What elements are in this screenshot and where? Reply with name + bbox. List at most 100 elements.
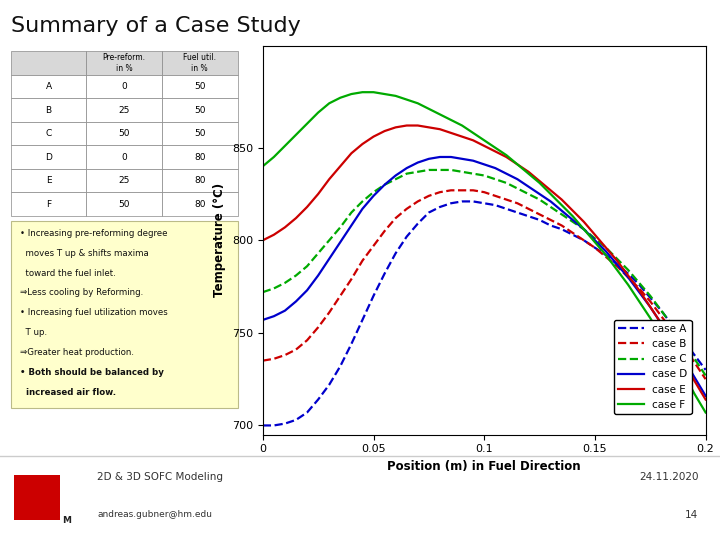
case E xyxy=(646,303,654,310)
case F xyxy=(281,143,289,149)
case B xyxy=(657,313,665,320)
case E xyxy=(569,207,577,214)
Text: T up.: T up. xyxy=(20,328,47,337)
case A xyxy=(535,217,544,223)
case C xyxy=(679,339,688,346)
case B xyxy=(369,242,378,249)
case C xyxy=(513,185,522,192)
Text: toward the fuel inlet.: toward the fuel inlet. xyxy=(20,268,116,278)
case F xyxy=(425,106,433,112)
case A xyxy=(613,261,621,268)
case B xyxy=(336,293,345,299)
case F xyxy=(325,100,333,106)
case E xyxy=(679,357,688,364)
Text: Summary of a Case Study: Summary of a Case Study xyxy=(11,16,300,36)
case D xyxy=(546,198,555,205)
case B xyxy=(281,352,289,359)
case C xyxy=(336,224,345,231)
case C xyxy=(425,167,433,173)
case F xyxy=(535,180,544,186)
case E xyxy=(325,176,333,183)
case B xyxy=(303,337,312,343)
case A xyxy=(469,198,477,205)
case A xyxy=(446,200,455,206)
case F xyxy=(524,171,533,177)
case E xyxy=(413,122,422,129)
case D xyxy=(336,239,345,245)
case B xyxy=(402,206,411,212)
case D xyxy=(425,156,433,162)
case B xyxy=(446,187,455,193)
case D xyxy=(480,161,489,167)
case F xyxy=(392,93,400,99)
case B xyxy=(292,346,300,353)
case D xyxy=(602,248,611,255)
case A xyxy=(347,341,356,347)
case E xyxy=(380,128,389,134)
case D xyxy=(646,303,654,310)
case C xyxy=(480,172,489,179)
case C xyxy=(258,289,267,295)
case D xyxy=(392,172,400,179)
Text: M: M xyxy=(63,516,71,525)
case D xyxy=(436,154,444,160)
case D xyxy=(292,298,300,305)
case A xyxy=(679,337,688,343)
Text: • Increasing pre-reforming degree: • Increasing pre-reforming degree xyxy=(20,229,167,238)
case B xyxy=(480,189,489,195)
case A xyxy=(336,363,345,369)
case D xyxy=(569,217,577,223)
case F xyxy=(369,89,378,96)
case C xyxy=(580,226,588,232)
case F xyxy=(679,370,688,377)
case C xyxy=(668,322,677,329)
case F xyxy=(569,213,577,219)
case A xyxy=(269,422,278,429)
case C xyxy=(624,267,632,273)
case E xyxy=(425,124,433,131)
Line: case F: case F xyxy=(263,92,706,413)
case C xyxy=(569,219,577,225)
case C xyxy=(413,168,422,175)
case A xyxy=(425,210,433,216)
case B xyxy=(602,254,611,260)
case E xyxy=(535,178,544,184)
case C xyxy=(402,171,411,177)
case E xyxy=(446,130,455,136)
case E xyxy=(657,320,665,327)
case A xyxy=(402,233,411,240)
Text: ⇒Less cooling by Reforming.: ⇒Less cooling by Reforming. xyxy=(20,288,143,298)
case B xyxy=(580,237,588,244)
case D xyxy=(657,320,665,327)
case C xyxy=(446,167,455,173)
case C xyxy=(535,197,544,203)
case A xyxy=(569,232,577,238)
case E xyxy=(701,396,710,403)
Text: ⇒Greater heat production.: ⇒Greater heat production. xyxy=(20,348,134,357)
case B xyxy=(502,197,510,203)
case D xyxy=(446,154,455,160)
case C xyxy=(657,307,665,314)
case F xyxy=(258,163,267,170)
case C xyxy=(690,355,699,362)
case D xyxy=(325,255,333,262)
Text: increased air flow.: increased air flow. xyxy=(20,388,116,397)
case C xyxy=(392,176,400,183)
case F xyxy=(358,89,366,96)
case D xyxy=(269,313,278,320)
Y-axis label: Temperature (°C): Temperature (°C) xyxy=(213,183,226,298)
case F xyxy=(701,409,710,416)
case B xyxy=(613,263,621,269)
case F xyxy=(469,130,477,136)
case C xyxy=(469,171,477,177)
case C xyxy=(380,181,389,188)
case E xyxy=(668,339,677,346)
case D xyxy=(469,158,477,164)
case B xyxy=(690,359,699,366)
case A xyxy=(513,210,522,216)
case A xyxy=(392,250,400,256)
case B xyxy=(590,245,599,251)
case C xyxy=(347,210,356,216)
case B xyxy=(269,355,278,362)
case D xyxy=(258,316,267,323)
